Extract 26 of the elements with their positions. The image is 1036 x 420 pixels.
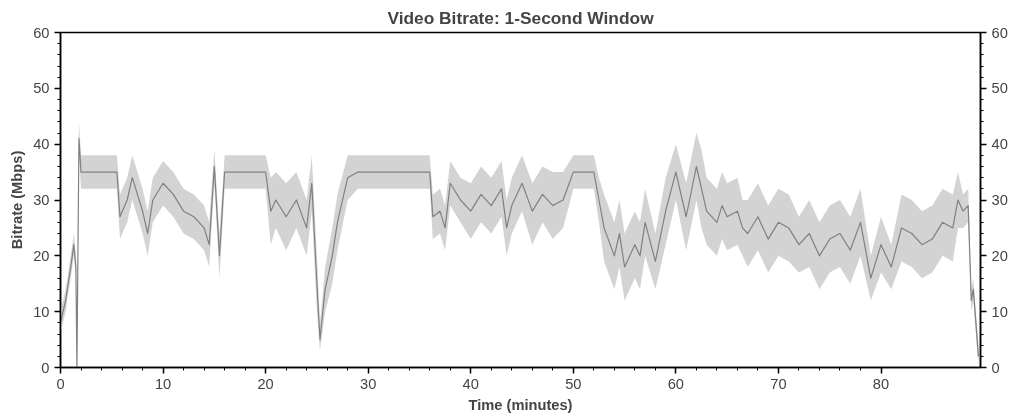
x-tick-label: 70: [770, 375, 787, 392]
y2-tick-label: 60: [991, 24, 1008, 41]
x-tick-label: 50: [565, 375, 582, 392]
y2-tick-label: 0: [991, 359, 1000, 376]
y-tick-label: 60: [33, 24, 50, 41]
y-tick-label: 20: [33, 247, 50, 264]
y2-tick-label: 10: [991, 303, 1008, 320]
x-tick-label: 80: [872, 375, 890, 392]
y2-tick-label: 20: [991, 247, 1008, 264]
x-tick-label: 30: [360, 375, 377, 392]
y-tick-label: 50: [33, 80, 50, 97]
x-tick-label: 10: [154, 375, 172, 392]
chart-title: Video Bitrate: 1-Second Window: [387, 7, 655, 28]
x-axis-title: Time (minutes): [468, 396, 573, 413]
x-tick-label: 0: [56, 375, 65, 392]
y-tick-label: 10: [33, 303, 50, 320]
y2-tick-label: 30: [991, 192, 1008, 208]
y-tick-label: 0: [41, 359, 50, 376]
x-tick-label: 40: [462, 375, 479, 392]
y-tick-label: 40: [33, 136, 50, 153]
y-tick-label: 30: [33, 192, 50, 208]
x-tick-label: 20: [257, 375, 274, 392]
y2-tick-label: 40: [991, 136, 1008, 153]
y-axis-title: Bitrate (Mbps): [9, 150, 26, 250]
y2-tick-label: 50: [991, 80, 1008, 97]
x-tick-label: 60: [667, 375, 685, 392]
